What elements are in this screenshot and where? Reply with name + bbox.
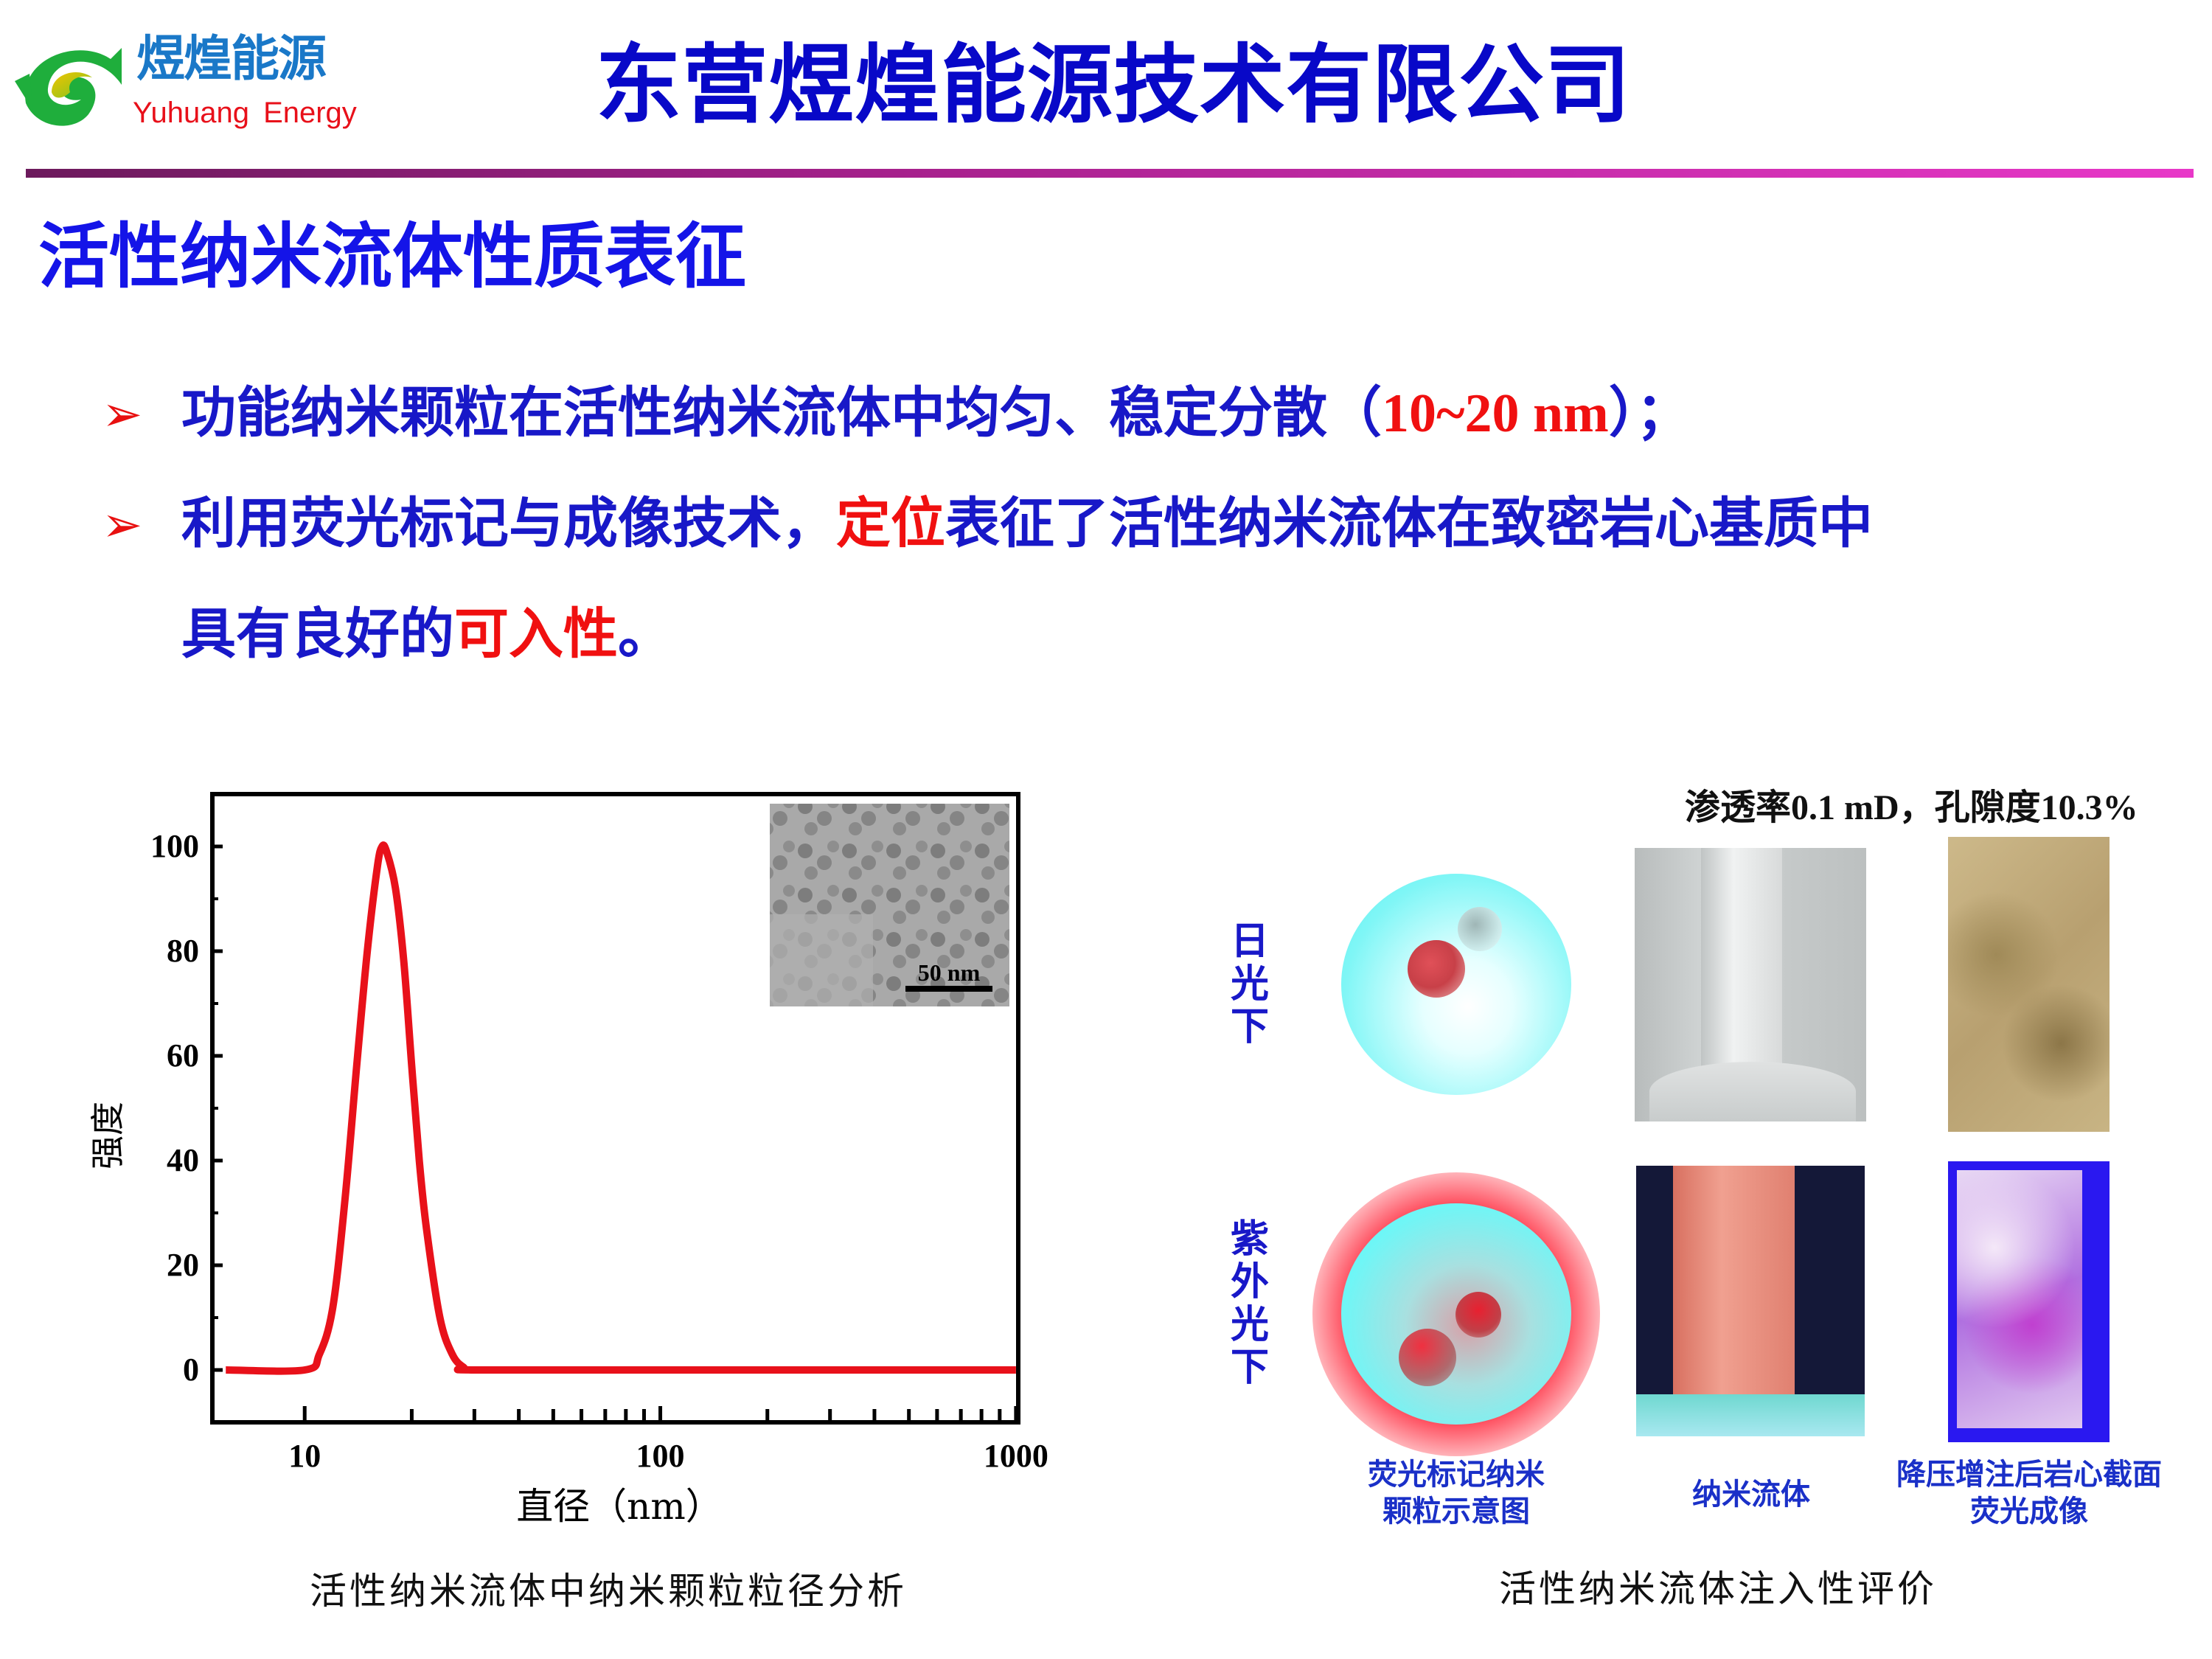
- x-tick-label: 10: [288, 1438, 321, 1474]
- cylinder-glass: [1701, 848, 1782, 1069]
- fluorescent-fluid: [1673, 1166, 1795, 1409]
- x-axis-label: 直径（nm）: [516, 1485, 723, 1528]
- particle-size-chart: 50 nm 0 20 40 60 80 100 10 100 1000 强度 直径（nm）: [88, 792, 1048, 1528]
- particle-icon: [1455, 1292, 1501, 1338]
- company-logo: 煜煌能源 Yuhuang Energy: [11, 22, 380, 147]
- row-label-uv: 紫外光下: [1230, 1217, 1269, 1390]
- bullet-highlight: 10~20 nm: [1382, 383, 1609, 444]
- rock-core-photo-daylight: [1948, 837, 2110, 1132]
- cylinder-photo-daylight: [1635, 848, 1866, 1121]
- sphere-core: [1341, 1203, 1571, 1425]
- arrow-bullet-icon: ➢: [102, 386, 143, 442]
- nanoparticle-schematic-daylight: [1341, 874, 1571, 1095]
- caption-line: 荧光标记纳米: [1368, 1458, 1545, 1492]
- bullet-text: 功能纳米颗粒在活性纳米流体中均匀、稳定分散（: [181, 381, 1382, 445]
- particle-icon: [1399, 1329, 1456, 1386]
- bullet-text: ）；: [1608, 381, 1691, 445]
- cylinder-photo-uv: [1636, 1166, 1865, 1436]
- swirl-logo-icon: [15, 48, 122, 126]
- section-title: 活性纳米流体性质表征: [38, 215, 746, 298]
- y-tick-label: 40: [167, 1142, 199, 1178]
- caption-line: 荧光成像: [1970, 1495, 2088, 1528]
- y-tick-label: 100: [150, 828, 199, 864]
- particle-icon: [1458, 907, 1502, 951]
- core-properties-text: 渗透率0.1 mD，孔隙度10.3%: [1685, 788, 2138, 827]
- y-tick-label: 60: [167, 1037, 199, 1074]
- cylinder-base: [1649, 1062, 1856, 1121]
- caption-schematic: 荧光标记纳米 颗粒示意图: [1309, 1456, 1604, 1530]
- bullet-item-continued: 具有良好的可入性。: [181, 601, 672, 667]
- logo-cn-text: 煜煌能源: [136, 30, 327, 87]
- size-distribution-curve: [226, 841, 1016, 1375]
- row-label-daylight: 日光下: [1230, 919, 1269, 1049]
- left-figure-caption: 活性纳米流体中纳米颗粒粒径分析: [310, 1570, 907, 1613]
- bullet-item: 功能纳米颗粒在活性纳米流体中均匀、稳定分散（10~20 nm）；: [181, 380, 1691, 447]
- tem-inset-image: 50 nm: [770, 804, 1009, 1006]
- particle-icon: [1408, 940, 1465, 998]
- y-tick-label: 80: [167, 933, 199, 969]
- fluorescent-region: [1957, 1170, 2082, 1428]
- bullet-highlight: 可入性: [454, 602, 618, 666]
- right-figure-caption: 活性纳米流体注入性评价: [1499, 1568, 1937, 1610]
- arrow-bullet-icon: ➢: [102, 496, 143, 553]
- logo-en-text: Yuhuang Energy: [133, 97, 357, 129]
- rock-core-fluorescence-image: [1948, 1161, 2110, 1442]
- tem-background-region: [770, 914, 873, 1006]
- chart-axes: 0 20 40 60 80 100 10 100 1000: [150, 792, 1048, 1474]
- nanoparticle-schematic-uv: [1312, 1172, 1600, 1456]
- bullet-text: 表征了活性纳米流体在致密岩心基质中: [945, 492, 1873, 555]
- cylinder-base: [1636, 1394, 1865, 1436]
- company-title: 东营煜煌能源技术有限公司: [596, 35, 1631, 135]
- y-axis-label: 强度: [88, 1102, 128, 1169]
- caption-nanofluid: 纳米流体: [1692, 1478, 1810, 1512]
- bullet-text: 利用荧光标记与成像技术，: [181, 492, 836, 555]
- caption-line: 降压增注后岩心截面: [1896, 1458, 2162, 1492]
- bullet-text: 具有良好的: [181, 602, 454, 666]
- header-divider: [26, 169, 2194, 178]
- caption-line: 颗粒示意图: [1382, 1495, 1530, 1528]
- caption-core-fluorescence: 降压增注后岩心截面 荧光成像: [1882, 1456, 2177, 1530]
- bullet-highlight: 定位: [836, 492, 945, 555]
- x-tick-label: 100: [636, 1438, 685, 1474]
- bullet-text: 。: [618, 602, 672, 666]
- y-tick-label: 20: [167, 1247, 199, 1283]
- bullet-item: 利用荧光标记与成像技术，定位表征了活性纳米流体在致密岩心基质中: [181, 490, 1873, 557]
- x-tick-label: 1000: [984, 1438, 1048, 1474]
- y-tick-label: 0: [183, 1352, 199, 1388]
- scale-bar-label: 50 nm: [918, 959, 981, 986]
